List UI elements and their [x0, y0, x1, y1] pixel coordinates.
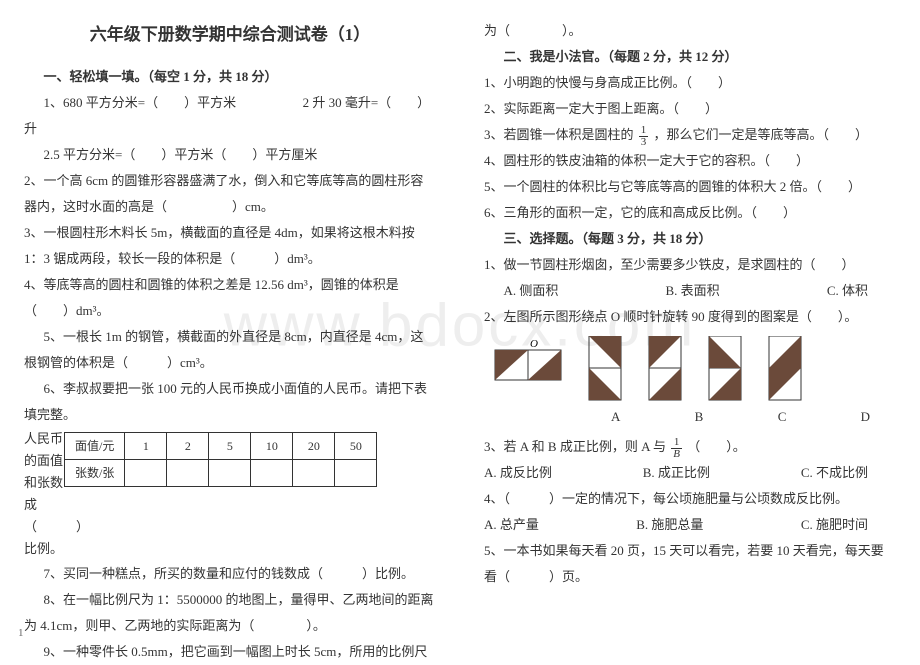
c3-opt-c: C. 不成比例 — [801, 460, 868, 486]
option-c-figure — [706, 336, 744, 402]
q1c: 2.5 平方分米=（ ）平方米（ ）平方厘米 — [24, 142, 436, 168]
c1-opt-b: B. 表面积 — [666, 278, 720, 304]
option-b-figure — [646, 336, 684, 402]
tbl-cell — [209, 460, 251, 487]
j3a: 3、若圆锥一体积是圆柱的 — [484, 127, 634, 142]
q8: 8、在一幅比例尺为 1：5500000 的地图上，量得甲、乙两地间的距离为 4.… — [24, 587, 436, 639]
j3: 3、若圆锥一体积是圆柱的 13 ，那么它们一定是等底等高。（ ） — [484, 122, 896, 148]
c3: 3、若 A 和 B 成正比例，则 A 与 1B （ ）。 — [484, 434, 896, 460]
rotation-source-figure: O — [492, 336, 564, 382]
j4: 4、圆柱形的铁皮油箱的体积一定大于它的容积。（ ） — [484, 148, 896, 174]
q2: 2、一个高 6cm 的圆锥形容器盛满了水，倒入和它等底等高的圆柱形容器内，这时水… — [24, 168, 436, 220]
c2-label-a: A — [585, 404, 646, 430]
tbl-head-count: 张数/张 — [65, 460, 125, 487]
c2: 2、左图所示图形绕点 O 顺时针旋转 90 度得到的图案是（ ）。 — [484, 304, 896, 330]
c2-label-d: D — [835, 404, 896, 430]
tbl-head-facevalue: 面值/元 — [65, 433, 125, 460]
paper-title: 六年级下册数学期中综合测试卷（1） — [24, 18, 436, 52]
q6: 6、李叔叔要把一张 100 元的人民币换成小面值的人民币。请把下表填完整。 — [24, 376, 436, 428]
tbl-cell: 10 — [251, 433, 293, 460]
tbl-cell — [125, 460, 167, 487]
option-a-figure — [586, 336, 624, 402]
c4: 4、（ ）一定的情况下，每公顷施肥量与公顷数成反比例。 — [484, 486, 896, 512]
right-column: 为（ ）。 二、我是小法官。（每题 2 分，共 12 分） 1、小明跑的快慢与身… — [460, 0, 920, 650]
c5: 5、一本书如果每天看 20 页，15 天可以看完，若要 10 天看完，每天要看（… — [484, 538, 896, 590]
c3-opt-b: B. 成正比例 — [643, 460, 710, 486]
q9: 9、一种零件长 0.5mm，把它画到一幅图上时长 5cm，所用的比例尺 — [24, 639, 436, 665]
c4-opt-b: B. 施肥总量 — [636, 512, 703, 538]
tbl-cell — [251, 460, 293, 487]
j2: 2、实际距离一定大于图上距离。（ ） — [484, 96, 896, 122]
left-column: 六年级下册数学期中综合测试卷（1） 一、轻松填一填。（每空 1 分，共 18 分… — [0, 0, 460, 650]
c3-options: A. 成反比例 B. 成正比例 C. 不成比例 — [484, 460, 896, 486]
q1-row: 1、680 平方分米=（ ）平方米 2 升 30 毫升=（ ）升 — [24, 90, 436, 142]
c3b: （ ）。 — [687, 439, 746, 454]
q4: 4、等底等高的圆柱和圆锥的体积之差是 12.56 dm³，圆锥的体积是（ ）dm… — [24, 272, 436, 324]
c1-opt-c: C. 体积 — [827, 278, 868, 304]
section3-heading: 三、选择题。（每题 3 分，共 18 分） — [484, 226, 896, 252]
c3-opt-a: A. 成反比例 — [484, 460, 552, 486]
c4-opt-c: C. 施肥时间 — [801, 512, 868, 538]
j1: 1、小明跑的快慢与身高成正比例。（ ） — [484, 70, 896, 96]
c2-option-labels: A B C D — [492, 404, 896, 430]
tbl-cell: 2 — [167, 433, 209, 460]
c2-label-c: C — [752, 404, 813, 430]
c2-label-b: B — [668, 404, 729, 430]
svg-text:O: O — [530, 338, 538, 350]
tbl-cell: 20 — [293, 433, 335, 460]
page-number: 1 — [18, 622, 24, 644]
currency-table: 面值/元 1 2 5 10 20 50 张数/张 — [64, 432, 377, 487]
c4-options: A. 总产量 B. 施肥总量 C. 施肥时间 — [484, 512, 896, 538]
section2-heading: 二、我是小法官。（每题 2 分，共 12 分） — [484, 44, 896, 70]
j5: 5、一个圆柱的体积比与它等底等高的圆锥的体积大 2 倍。（ ） — [484, 174, 896, 200]
c1-opt-a: A. 侧面积 — [484, 278, 558, 304]
tbl-cell — [335, 460, 377, 487]
j6: 6、三角形的面积一定，它的底和高成反比例。（ ） — [484, 200, 896, 226]
option-d-figure — [766, 336, 804, 402]
tbl-cell: 50 — [335, 433, 377, 460]
tbl-cell: 5 — [209, 433, 251, 460]
section1-heading: 一、轻松填一填。（每空 1 分，共 18 分） — [24, 64, 436, 90]
tbl-cell: 1 — [125, 433, 167, 460]
c1: 1、做一节圆柱形烟囱，至少需要多少铁皮，是求圆柱的（ ） — [484, 252, 896, 278]
q3: 3、一根圆柱形木料长 5m，横截面的直径是 4dm，如果将这根木料按 1：3 锯… — [24, 220, 436, 272]
table-row: 张数/张 — [65, 460, 377, 487]
c2-figures: O — [492, 336, 896, 402]
tbl-cell — [293, 460, 335, 487]
fraction-one-third: 13 — [639, 125, 649, 148]
q9-continued: 为（ ）。 — [484, 18, 896, 44]
q5: 5、一根长 1m 的钢管，横截面的外直径是 8cm，内直径是 4cm，这根钢管的… — [24, 324, 436, 376]
c1-options: A. 侧面积 B. 表面积 C. 体积 — [484, 278, 896, 304]
fraction-one-over-b: 1B — [671, 437, 682, 460]
table-row: 面值/元 1 2 5 10 20 50 — [65, 433, 377, 460]
c3a: 3、若 A 和 B 成正比例，则 A 与 — [484, 439, 666, 454]
c4-opt-a: A. 总产量 — [484, 512, 539, 538]
q1a: 1、680 平方分米=（ ）平方米 — [44, 95, 237, 110]
tbl-cell — [167, 460, 209, 487]
j3b: ，那么它们一定是等底等高。（ ） — [654, 127, 869, 142]
q6-side-label: 人民币的面值和张数成（ ）比例。 — [24, 428, 64, 561]
q7: 7、买同一种糕点，所买的数量和应付的钱数成（ ）比例。 — [24, 561, 436, 587]
